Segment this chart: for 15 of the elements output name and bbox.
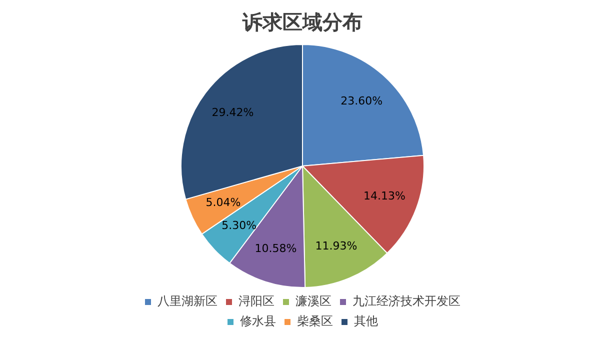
legend-label: 濂溪区 <box>296 294 332 308</box>
chart-title: 诉求区域分布 <box>242 10 362 34</box>
legend-label: 八里湖新区 <box>158 294 218 308</box>
data-label: 11.93% <box>315 240 358 253</box>
legend-label: 浔阳区 <box>238 294 274 308</box>
legend-label: 九江经济技术开发区 <box>352 294 460 308</box>
data-label: 10.58% <box>254 242 297 256</box>
data-label: 5.30% <box>222 219 257 232</box>
data-label: 29.42% <box>212 106 254 120</box>
legend-label: 修水县 <box>240 314 276 328</box>
legend-label: 柴桑区 <box>297 314 333 328</box>
data-label: 5.04% <box>206 196 241 209</box>
data-label: 14.13% <box>364 189 406 202</box>
legend-label: 其他 <box>354 314 378 328</box>
data-label: 23.60% <box>340 94 383 108</box>
